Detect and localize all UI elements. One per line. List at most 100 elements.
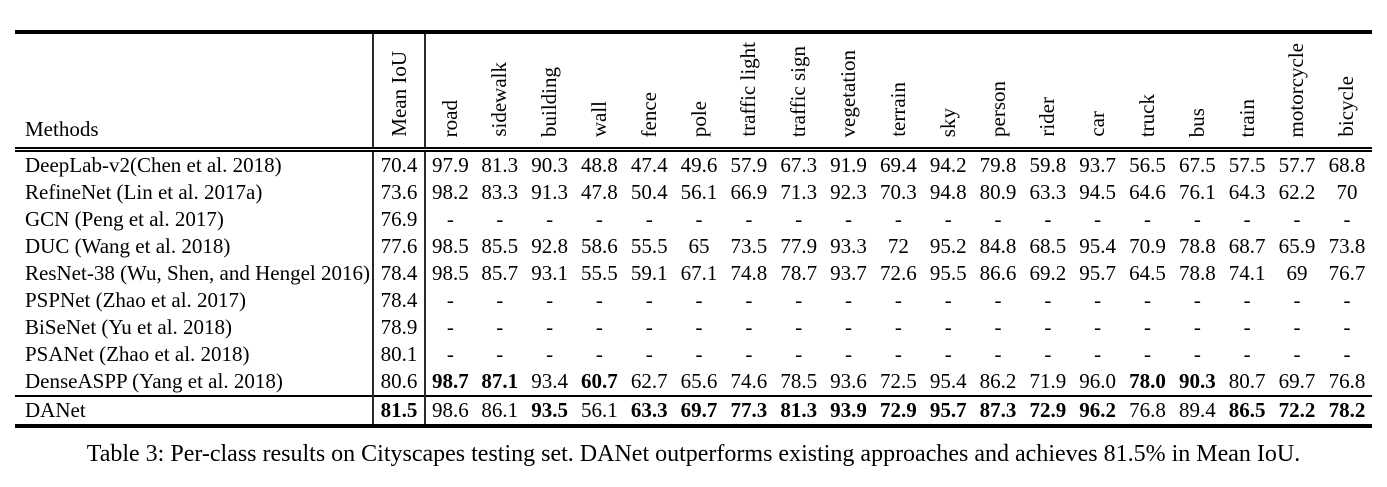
table-row-refinenet-lin-et-al-2017a: RefineNet (Lin et al. 2017a) 73.6 98.2 83.3… [15,179,1372,206]
method-cell: DUC (Wang et al. 2018) [15,233,374,260]
value-cell-pole: 49.6 [680,153,718,177]
value-cell-pole: 65.6 [680,369,718,393]
column-header-vegetation: vegetation [823,32,874,152]
value-cell-rider: 63.3 [1029,180,1067,204]
value-cell-road: - [446,315,454,339]
value-cell-train: 74.1 [1228,261,1266,285]
column-header-label: traffic light [736,42,761,137]
column-header-label: wall [586,100,611,137]
value-cell-car: 96.2 [1072,395,1123,426]
column-header-label: Mean IoU [386,51,411,137]
value-cell-motorcycle: - [1293,288,1301,312]
value-cell-person: 86.2 [979,369,1017,393]
column-header-label: sidewalk [487,62,512,137]
value-cell-traffic-sign: 78.5 [780,369,818,393]
value-cell-train: 68.7 [1228,234,1266,258]
method-cell: DeepLab-v2(Chen et al. 2018) [15,149,374,179]
value-cell-building: 93.1 [531,261,568,285]
value-cell-bicycle: - [1343,342,1351,366]
value-cell-building: 92.8 [531,234,568,258]
value-cell-building: - [546,207,554,231]
method-cell: PSANet (Zhao et al. 2018) [15,341,374,368]
value-cell-sky: - [944,342,952,366]
value-cell-truck: 76.8 [1122,395,1173,426]
value-cell-road: 98.2 [432,180,469,204]
table-row-bisenet-yu-et-al-2018: BiSeNet (Yu et al. 2018) 78.9- - - - - - - - - - - -… [15,314,1372,341]
value-cell-fence: - [645,315,653,339]
value-cell-truck: 78.0 [1129,369,1166,393]
column-header-mean-iou: Mean IoU [373,32,426,152]
value-cell-rider: 71.9 [1029,369,1067,393]
column-header-label: building [537,66,562,137]
value-cell-terrain: 72.5 [879,369,917,393]
value-cell-traffic-light: 57.9 [730,153,768,177]
value-cell-wall: 58.6 [581,234,618,258]
value-cell-rider: - [1044,288,1052,312]
column-header-label: car [1085,111,1110,137]
value-cell-terrain: - [894,207,902,231]
value-cell-vegetation: - [845,207,853,231]
value-cell-car: 95.7 [1079,261,1117,285]
value-cell-rider: - [1044,207,1052,231]
value-cell-fence: - [645,288,653,312]
value-cell-fence: - [645,342,653,366]
value-cell-sidewalk: 83.3 [481,180,519,204]
mean-iou-cell: 80.6 [373,368,426,396]
value-cell-traffic-light: - [745,315,753,339]
column-header-label: vegetation [836,49,861,137]
column-header-wall: wall [574,32,625,152]
value-cell-car: - [1094,315,1102,339]
value-cell-traffic-sign: - [795,207,803,231]
value-cell-car: - [1094,288,1102,312]
value-cell-sidewalk: 87.1 [481,369,519,393]
value-cell-train: - [1243,315,1251,339]
value-cell-pole: - [695,288,703,312]
value-cell-terrain: 72.6 [879,261,917,285]
value-cell-person: 87.3 [973,395,1023,426]
table-row-deeplab-v2-chen-et-al-2018: DeepLab-v2(Chen et al. 2018) 70.4 97.9 81.3… [15,149,1372,179]
column-header-road: road [425,32,475,152]
column-header-train: train [1222,32,1273,152]
mean-iou-cell: 77.6 [373,233,426,260]
value-cell-vegetation: 93.3 [830,234,867,258]
value-cell-rider: - [1044,315,1052,339]
column-header-label: bicycle [1334,76,1359,137]
value-cell-bicycle: 70 [1336,180,1358,204]
method-cell: DenseASPP (Yang et al. 2018) [15,368,374,396]
value-cell-terrain: 72.9 [873,395,924,426]
value-cell-fence: 47.4 [630,153,668,177]
value-cell-car: 95.4 [1079,234,1117,258]
value-cell-rider: 72.9 [1022,395,1073,426]
value-cell-vegetation: - [845,315,853,339]
value-cell-person: 80.9 [979,180,1017,204]
method-cell: PSPNet (Zhao et al. 2017) [15,287,374,314]
value-cell-bus: - [1193,207,1201,231]
value-cell-rider: 59.8 [1029,153,1067,177]
column-header-label: person [985,81,1010,137]
value-cell-road: 98.6 [425,395,475,426]
table-row-pspnet-zhao-et-al-2017: PSPNet (Zhao et al. 2017) 78.4- - - - - - - - - - -… [15,287,1372,314]
column-header-sidewalk: sidewalk [474,32,525,152]
value-cell-sidewalk: 85.7 [481,261,519,285]
column-header-label: bus [1184,107,1209,137]
value-cell-sidewalk: - [496,207,504,231]
column-header-traffic-sign: traffic sign [773,32,824,152]
value-cell-bicycle: 68.8 [1328,153,1366,177]
table-row-resnet-38-wu-shen-and-hengel-2016: ResNet-38 (Wu, Shen, and Hengel 2016) 78.… [15,260,1372,287]
value-cell-truck: - [1144,342,1151,366]
value-cell-terrain: 69.4 [879,153,917,177]
value-cell-person: - [994,315,1002,339]
value-cell-road: 97.9 [432,153,469,177]
value-cell-vegetation: 92.3 [830,180,867,204]
column-header-label: sky [935,107,960,137]
value-cell-building: 93.5 [524,395,575,426]
column-header-person: person [973,32,1023,152]
column-header-label: terrain [885,82,910,137]
value-cell-building: - [546,342,554,366]
value-cell-vegetation: 91.9 [830,153,867,177]
value-cell-building: - [546,288,554,312]
value-cell-vegetation: 93.9 [823,395,874,426]
value-cell-rider: - [1044,342,1052,366]
value-cell-bus: 78.8 [1178,234,1216,258]
value-cell-motorcycle: 65.9 [1278,234,1316,258]
